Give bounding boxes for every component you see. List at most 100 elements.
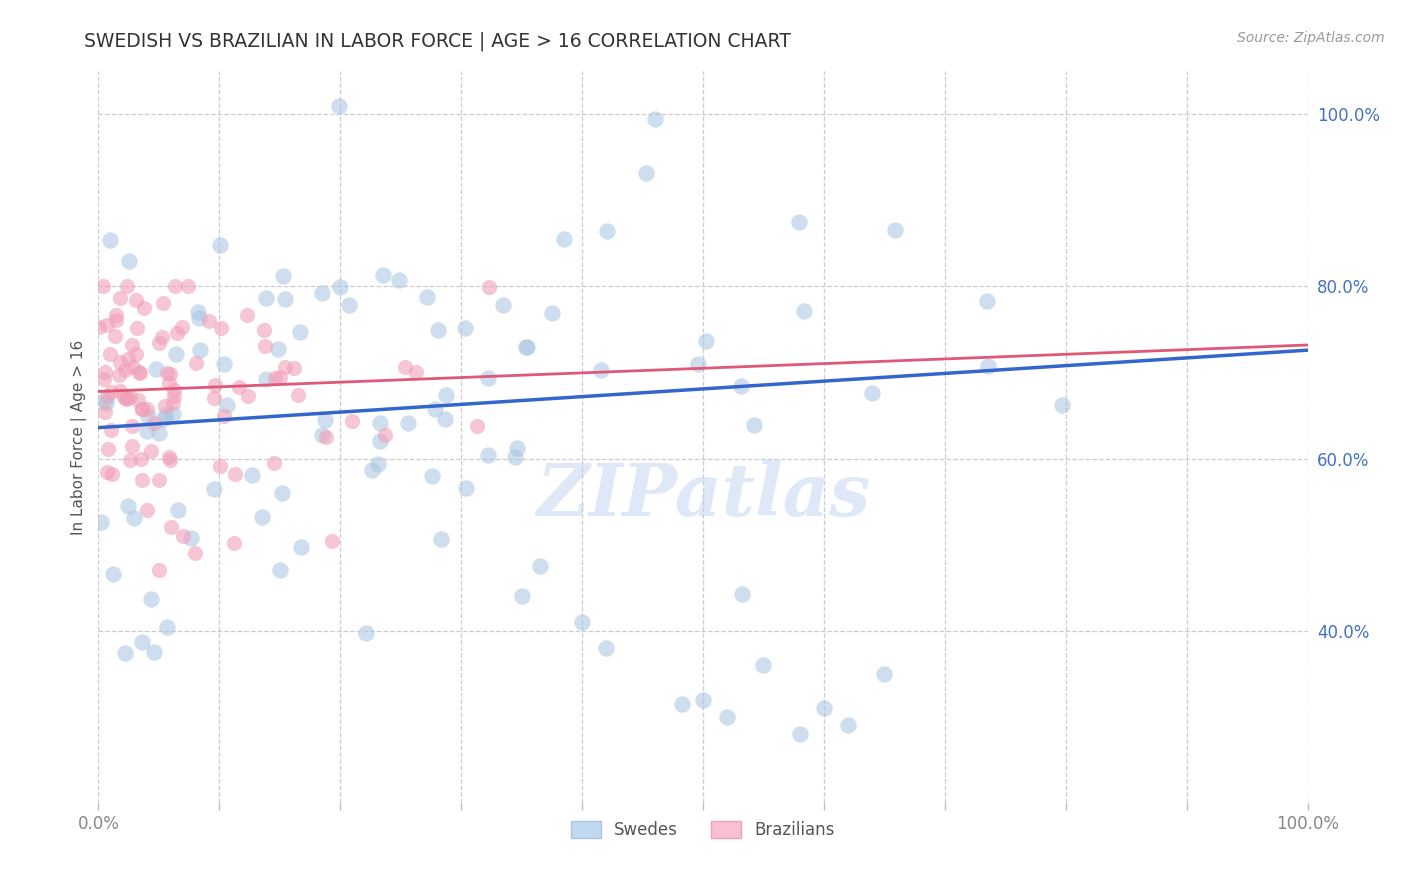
Point	[101, 566, 124, 581]
Point	[131, 402, 153, 417]
Point	[454, 481, 477, 495]
Point	[274, 359, 297, 374]
Point	[634, 166, 657, 180]
Point	[87, 320, 110, 334]
Point	[212, 409, 235, 423]
Point	[114, 363, 136, 377]
Text: Source: ZipAtlas.com: Source: ZipAtlas.com	[1237, 31, 1385, 45]
Point	[96, 318, 118, 333]
Point	[250, 509, 273, 524]
Point	[180, 531, 202, 545]
Point	[515, 340, 537, 354]
Point	[405, 365, 427, 379]
Point	[242, 467, 264, 482]
Point	[510, 589, 533, 603]
Point	[198, 314, 221, 328]
Point	[321, 534, 343, 549]
Point	[269, 369, 291, 384]
Point	[115, 392, 138, 406]
Point	[571, 615, 593, 629]
Point	[97, 442, 120, 456]
Point	[477, 448, 499, 462]
Point	[105, 313, 128, 327]
Point	[153, 400, 176, 414]
Point	[503, 450, 526, 464]
Point	[311, 428, 333, 442]
Point	[271, 486, 294, 500]
Point	[314, 413, 336, 427]
Point	[91, 279, 114, 293]
Point	[159, 367, 181, 381]
Point	[90, 516, 112, 530]
Point	[141, 444, 163, 458]
Point	[271, 268, 294, 283]
Point	[214, 357, 236, 371]
Point	[269, 563, 291, 577]
Point	[125, 347, 148, 361]
Point	[100, 467, 122, 481]
Point	[127, 321, 149, 335]
Point	[165, 346, 187, 360]
Point	[160, 520, 183, 534]
Legend: Swedes, Brazilians: Swedes, Brazilians	[564, 814, 842, 846]
Point	[492, 297, 515, 311]
Point	[328, 98, 350, 112]
Point	[254, 372, 277, 386]
Point	[108, 384, 131, 399]
Point	[148, 425, 170, 440]
Point	[94, 365, 117, 379]
Point	[860, 386, 883, 401]
Point	[883, 223, 905, 237]
Point	[152, 296, 174, 310]
Point	[143, 416, 166, 430]
Point	[730, 379, 752, 393]
Point	[288, 326, 311, 340]
Point	[789, 727, 811, 741]
Point	[368, 434, 391, 448]
Point	[148, 564, 170, 578]
Point	[155, 366, 177, 380]
Point	[202, 391, 225, 405]
Point	[478, 279, 501, 293]
Point	[142, 645, 165, 659]
Point	[108, 291, 131, 305]
Point	[121, 360, 143, 375]
Point	[354, 626, 377, 640]
Point	[217, 398, 239, 412]
Point	[224, 467, 246, 481]
Point	[976, 359, 998, 373]
Point	[873, 666, 896, 681]
Point	[290, 540, 312, 554]
Point	[172, 529, 194, 543]
Point	[132, 301, 155, 316]
Point	[103, 328, 125, 343]
Point	[162, 407, 184, 421]
Point	[254, 291, 277, 305]
Point	[688, 357, 710, 371]
Point	[589, 363, 612, 377]
Point	[148, 473, 170, 487]
Point	[98, 234, 121, 248]
Point	[135, 402, 157, 417]
Point	[224, 536, 246, 550]
Point	[253, 322, 276, 336]
Point	[209, 237, 232, 252]
Point	[121, 418, 143, 433]
Point	[529, 559, 551, 574]
Point	[228, 380, 250, 394]
Point	[477, 370, 499, 384]
Point	[118, 390, 141, 404]
Point	[744, 417, 766, 432]
Point	[329, 280, 352, 294]
Point	[274, 292, 297, 306]
Point	[159, 376, 181, 390]
Point	[128, 365, 150, 379]
Point	[340, 413, 363, 427]
Point	[110, 355, 132, 369]
Point	[188, 310, 211, 325]
Point	[287, 388, 309, 402]
Point	[671, 697, 693, 711]
Point	[152, 330, 174, 344]
Point	[163, 383, 186, 397]
Point	[202, 482, 225, 496]
